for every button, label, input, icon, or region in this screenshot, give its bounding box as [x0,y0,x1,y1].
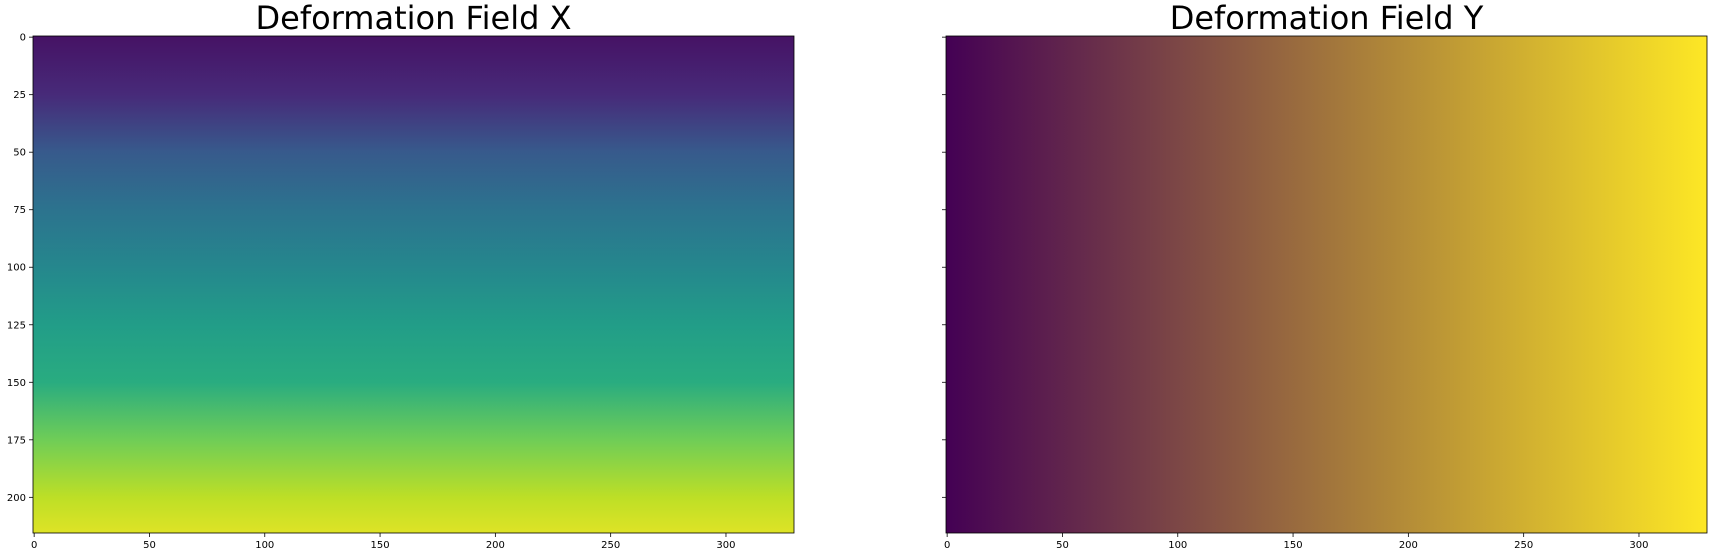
axes-ticks-y: 0 50 100 150 200 250 300 [942,36,1649,551]
axes-frame-x [32,35,795,534]
x-tick-label: 250 [601,540,620,551]
y-tick-label: 75 [13,205,26,216]
x-tick-label: 50 [143,540,156,551]
deformation-field-x-panel: Deformation Field X 0 50 100 150 200 250 300 0 2… [7,0,795,551]
x-tick-label: 150 [371,540,390,551]
y-tick-label: 50 [13,148,26,159]
axes-frame-y [945,35,1708,534]
axes-ticks-x: 0 50 100 150 200 250 300 0 25 50 75 100 125 150 175 200 [7,33,736,551]
heatmap-image-x [33,36,794,533]
x-tick-label: 50 [1056,540,1069,551]
x-tick-label: 200 [1399,540,1418,551]
x-tick-label: 100 [255,540,274,551]
y-tick-label: 100 [7,263,26,274]
x-tick-label: 0 [944,540,950,551]
x-tick-label: 150 [1284,540,1303,551]
x-tick-label: 0 [31,540,37,551]
y-tick-label: 25 [13,90,26,101]
y-tick-label: 200 [7,493,26,504]
y-tick-label: 175 [7,435,26,446]
chart-title-y: Deformation Field Y [1170,0,1484,37]
x-tick-label: 100 [1168,540,1187,551]
x-tick-label: 200 [486,540,505,551]
heatmap-image-y [946,36,1707,533]
y-tick-label: 0 [20,33,26,44]
x-tick-label: 300 [1629,540,1648,551]
x-tick-label: 250 [1514,540,1533,551]
y-tick-label: 150 [7,378,26,389]
y-tick-label: 125 [7,320,26,331]
deformation-field-y-panel: Deformation Field Y 0 50 100 150 200 250 300 [942,0,1708,551]
x-tick-label: 300 [716,540,735,551]
chart-title-x: Deformation Field X [256,0,572,37]
